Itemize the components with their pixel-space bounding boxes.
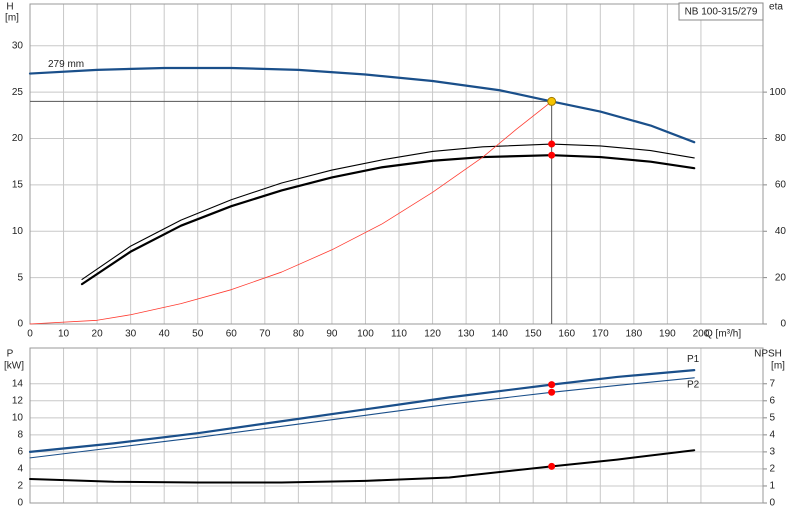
y2-unit: [m]: [771, 361, 785, 372]
x-tick-label: 170: [592, 329, 609, 340]
y-tick-label: 10: [12, 412, 24, 423]
chart-title: NB 100-315/279: [685, 7, 758, 18]
x-tick-label: 180: [626, 329, 643, 340]
y-tick-label: 30: [12, 40, 24, 51]
series-line: [29, 377, 695, 459]
y2-label: NPSH: [754, 349, 782, 360]
y-unit: [m]: [5, 13, 19, 24]
point: [548, 151, 556, 159]
series-line: [28, 66, 696, 144]
series-label: P2: [687, 379, 700, 390]
x-tick-label: 140: [491, 329, 508, 340]
series-label: 279 mm: [48, 59, 84, 70]
y2-tick-label: 1: [769, 481, 775, 492]
y2-tick-label: 40: [775, 226, 787, 237]
y2-tick-label: 0: [769, 498, 775, 509]
y-tick-label: 14: [12, 378, 24, 389]
point: [548, 381, 556, 389]
y-tick-label: 4: [17, 464, 23, 475]
y-label: H: [6, 2, 13, 13]
y-tick-label: 20: [12, 133, 24, 144]
x-tick-label: 110: [391, 329, 407, 340]
plot-area: [30, 4, 763, 324]
y-tick-label: 0: [17, 498, 23, 509]
series-label: P1: [687, 354, 700, 365]
y-unit: [kW]: [4, 361, 24, 372]
plot-frame: [29, 3, 764, 325]
y-tick-label: 25: [12, 87, 24, 98]
x-tick-label: 60: [226, 329, 238, 340]
x-tick-label: 100: [357, 329, 374, 340]
y2-tick-label: 80: [775, 133, 787, 144]
y-tick-label: 15: [12, 180, 24, 191]
y-tick-label: 5: [17, 272, 23, 283]
x-tick-label: 120: [424, 329, 441, 340]
x-tick-label: 0: [27, 329, 33, 340]
y-tick-label: 10: [12, 226, 24, 237]
point: [548, 462, 556, 470]
y-label: P: [7, 349, 14, 360]
x-tick-label: 160: [558, 329, 575, 340]
series-line: [28, 369, 696, 453]
y-tick-label: 12: [12, 395, 24, 406]
x-tick-label: 200: [693, 329, 710, 340]
x-tick-label: 50: [192, 329, 204, 340]
y2-tick-label: 60: [775, 180, 787, 191]
series-line: [29, 100, 553, 325]
y2-tick-label: 100: [769, 87, 786, 98]
plot-frame: [29, 347, 764, 504]
y2-label: eta: [769, 2, 783, 13]
y-tick-label: 0: [17, 319, 23, 330]
y-tick-label: 6: [17, 447, 23, 458]
x-tick-label: 130: [458, 329, 475, 340]
series-line: [81, 143, 695, 281]
y2-tick-label: 4: [769, 430, 775, 441]
y2-tick-label: 0: [780, 319, 786, 330]
x-tick-label: 90: [326, 329, 338, 340]
y-tick-label: 2: [17, 481, 23, 492]
y2-tick-label: 6: [769, 395, 775, 406]
title-box: [678, 2, 764, 21]
point: [548, 388, 556, 396]
y2-tick-label: 7: [769, 378, 775, 389]
y2-tick-label: 5: [769, 412, 775, 423]
y2-tick-label: 20: [775, 272, 787, 283]
x-tick-label: 80: [293, 329, 305, 340]
series-line: [29, 449, 696, 484]
x-tick-label: 70: [259, 329, 271, 340]
y2-tick-label: 3: [769, 447, 775, 458]
y-tick-label: 8: [17, 430, 23, 441]
x-tick-label: 30: [125, 329, 137, 340]
series-line: [80, 154, 696, 286]
point: [548, 140, 556, 148]
x-tick-label: 20: [92, 329, 104, 340]
x-tick-label: 40: [159, 329, 171, 340]
duty-point: [547, 96, 557, 106]
x-label: Q [m³/h]: [705, 329, 741, 340]
x-tick-label: 150: [525, 329, 542, 340]
y2-tick-label: 2: [769, 464, 775, 475]
x-tick-label: 10: [58, 329, 70, 340]
x-tick-label: 190: [659, 329, 676, 340]
